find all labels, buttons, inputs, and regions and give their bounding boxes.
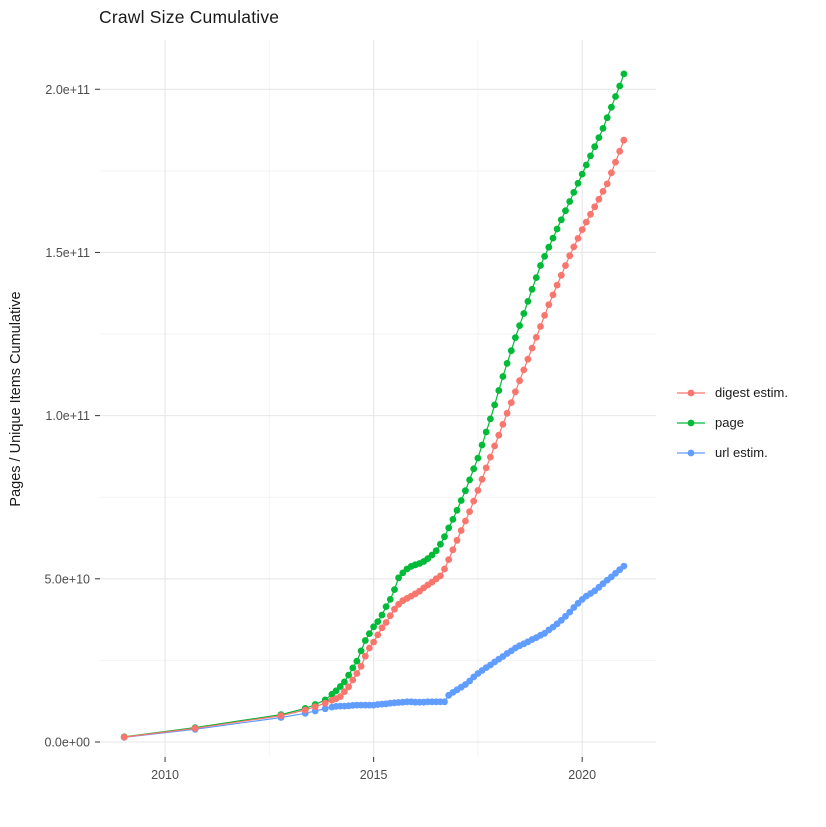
- y-tick-label: 5.0e+10: [44, 572, 90, 586]
- y-tick-label: 1.0e+11: [45, 409, 90, 423]
- grid-minor: [100, 40, 656, 757]
- legend: digest estim. page url estim.: [676, 385, 788, 460]
- legend-item-digest-estim: digest estim.: [676, 385, 788, 400]
- series-points-page: [120, 70, 628, 741]
- legend-key-line-dot-icon: [677, 449, 705, 456]
- chart-title: Crawl Size Cumulative: [99, 7, 280, 27]
- legend-label-page: page: [715, 415, 744, 430]
- legend-label-url-estim: url estim.: [715, 445, 768, 460]
- legend-item-page: page: [676, 415, 788, 430]
- y-tick-label: 2.0e+11: [45, 83, 90, 97]
- y-tick-label: 0.0e+00: [44, 735, 90, 749]
- legend-key-line-dot-icon: [677, 419, 705, 426]
- y-tick-label: 1.5e+11: [45, 246, 90, 260]
- x-tick-label: 2020: [568, 768, 596, 782]
- series-points-digest-estim-: [120, 136, 628, 741]
- grid-major: [100, 40, 656, 757]
- legend-key-line-dot-icon: [677, 389, 705, 396]
- x-tick-label: 2010: [151, 768, 179, 782]
- y-tick-labels: 0.0e+00 5.0e+10 1.0e+11 1.5e+11 2.0e+11: [44, 83, 90, 750]
- axis-ticks: [95, 88, 583, 762]
- legend-label-digest-estim: digest estim.: [715, 385, 788, 400]
- x-tick-label: 2015: [360, 768, 388, 782]
- legend-item-url-estim: url estim.: [676, 445, 788, 460]
- series-points-url-estim-: [120, 562, 628, 741]
- x-tick-labels: 2010 2015 2020: [151, 768, 596, 782]
